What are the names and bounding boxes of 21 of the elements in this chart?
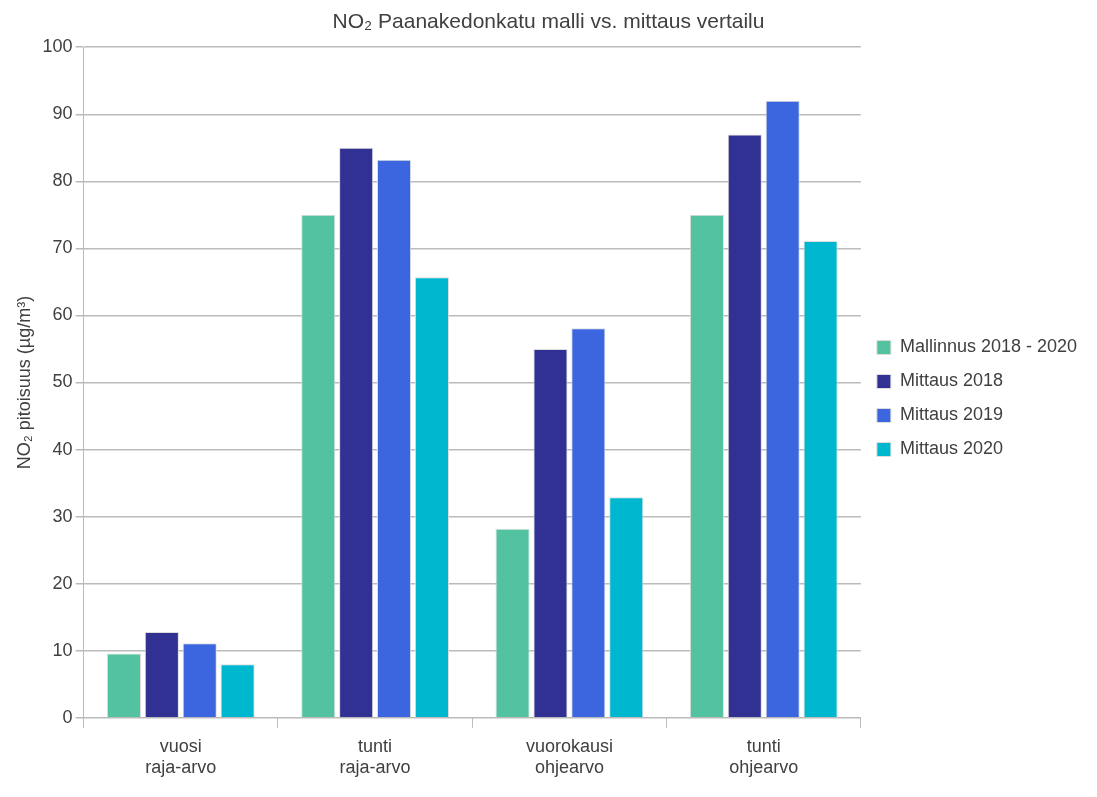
y-tick-label: 80 bbox=[52, 170, 73, 191]
y-tick-label: 100 bbox=[42, 36, 73, 57]
x-tick-label: tunti ohjearvo bbox=[729, 735, 799, 778]
y-tick-label: 70 bbox=[52, 237, 73, 258]
y-tick-label: 10 bbox=[52, 639, 73, 660]
y-tick-label: 30 bbox=[52, 505, 73, 526]
legend-label: Mittaus 2019 bbox=[899, 404, 1003, 425]
chart-title: NO₂ Paanakedonkatu malli vs. mittaus vertailu bbox=[332, 9, 765, 33]
y-tick-label: 0 bbox=[62, 706, 73, 727]
legend-label: Mallinnus 2018 - 2020 bbox=[899, 336, 1078, 357]
legend-label: Mittaus 2020 bbox=[899, 438, 1003, 459]
y-tick-label: 40 bbox=[52, 438, 73, 459]
y-tick-label: 20 bbox=[52, 572, 73, 593]
x-tick-label: vuorokausi ohjearvo bbox=[525, 735, 613, 778]
legend-label: Mittaus 2018 bbox=[899, 370, 1003, 391]
y-tick-label: 60 bbox=[52, 304, 73, 325]
x-tick-label: tunti raja-arvo bbox=[339, 735, 411, 778]
x-tick-label: vuosi raja-arvo bbox=[145, 735, 217, 778]
y-axis-title: NO₂ pitoisuus (µg/m³) bbox=[13, 295, 34, 470]
y-tick-label: 90 bbox=[52, 103, 73, 124]
y-tick-label: 50 bbox=[52, 371, 73, 392]
